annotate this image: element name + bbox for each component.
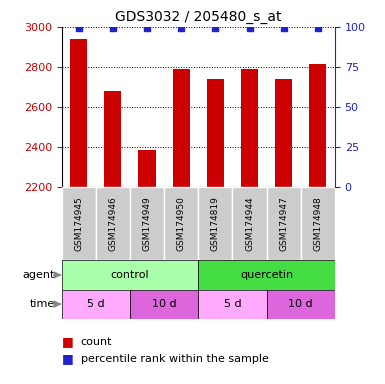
Bar (62, 187, 96, 260)
Text: 5 d: 5 d (87, 299, 105, 309)
Bar (241, 69, 258, 187)
Text: control: control (110, 270, 149, 280)
Text: percentile rank within the sample: percentile rank within the sample (81, 354, 269, 364)
Text: ■: ■ (62, 335, 74, 348)
Bar (266, 187, 301, 260)
Text: GSM174948: GSM174948 (313, 197, 322, 251)
Text: 10 d: 10 d (288, 299, 313, 309)
Bar (309, 64, 326, 187)
Text: GSM174949: GSM174949 (142, 197, 152, 251)
Bar (172, 69, 190, 187)
Point (178, 25, 184, 31)
Bar (198, 260, 335, 290)
Text: time: time (30, 299, 55, 309)
Text: GSM174946: GSM174946 (108, 197, 117, 251)
Title: GDS3032 / 205480_s_at: GDS3032 / 205480_s_at (115, 10, 281, 25)
Bar (266, 290, 335, 319)
Text: GSM174945: GSM174945 (74, 197, 83, 251)
Text: GSM174950: GSM174950 (177, 197, 186, 251)
Bar (198, 187, 233, 260)
Point (212, 25, 218, 31)
Point (315, 25, 321, 31)
Bar (198, 290, 266, 319)
Text: 10 d: 10 d (152, 299, 176, 309)
Bar (301, 187, 335, 260)
Text: GSM174947: GSM174947 (279, 197, 288, 251)
Bar (233, 187, 266, 260)
Bar (130, 187, 164, 260)
Point (246, 25, 253, 31)
Point (75, 25, 82, 31)
Bar (275, 79, 292, 187)
Point (144, 25, 150, 31)
Text: 5 d: 5 d (224, 299, 241, 309)
Text: count: count (81, 337, 112, 347)
Text: GSM174944: GSM174944 (245, 197, 254, 251)
Bar (70, 39, 87, 187)
Point (281, 25, 287, 31)
Bar (207, 79, 224, 187)
Text: quercetin: quercetin (240, 270, 293, 280)
Point (110, 25, 116, 31)
Bar (139, 150, 156, 187)
Bar (62, 260, 198, 290)
Bar (62, 290, 130, 319)
Bar (164, 187, 198, 260)
Bar (130, 290, 198, 319)
Text: agent: agent (22, 270, 55, 280)
Text: GSM174819: GSM174819 (211, 197, 220, 251)
Bar (104, 91, 121, 187)
Text: ■: ■ (62, 353, 74, 366)
Bar (96, 187, 130, 260)
